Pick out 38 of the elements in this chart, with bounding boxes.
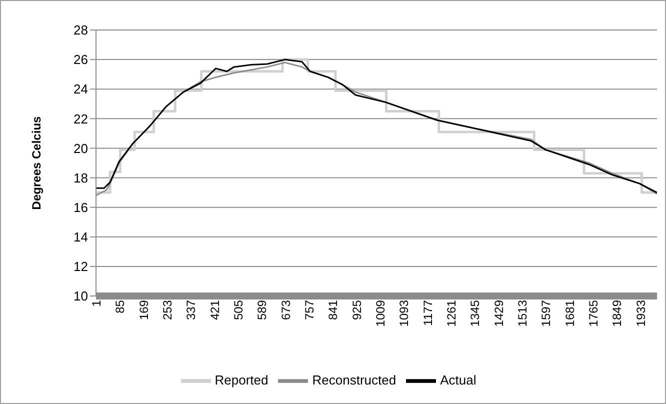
y-tick-label: 28 [74,22,88,38]
x-tick-label: 1 [90,300,104,307]
x-tick-label: 169 [136,300,151,320]
y-tick-label: 24 [74,82,88,97]
legend-label: Reported [214,372,268,388]
y-tick-label: 14 [74,230,88,245]
x-tick-label: 589 [255,300,270,320]
x-tick-label: 1597 [539,300,554,327]
y-tick-label: 16 [74,200,88,215]
x-tick-label: 421 [208,300,222,320]
x-tick-label: 505 [232,300,246,320]
y-tick-label: 22 [74,111,88,126]
x-tick-label: 1093 [397,300,412,327]
y-tick-label: 20 [74,140,88,156]
x-tick-label: 1849 [610,300,624,327]
x-tick-label: 1933 [634,300,648,327]
y-tick-label: 18 [74,170,88,186]
x-tick-label: 841 [326,300,340,320]
legend-label: Actual [440,372,476,388]
legend-label: Reconstructed [312,372,396,388]
y-tick-label: 10 [74,288,88,304]
x-tick-label: 253 [160,300,175,320]
y-tick-label: 26 [74,52,88,68]
x-tick-label: 1681 [562,300,577,327]
x-tick-label: 85 [113,300,128,314]
y-tick-label: 12 [74,259,88,274]
y-axis-title: Degrees Celcius [29,116,44,210]
x-tick-label: 673 [278,300,293,320]
x-tick-label: 1009 [374,300,388,327]
x-tick-label: 1429 [492,300,506,327]
x-tick-label: 1177 [420,300,435,326]
x-tick-label: 1261 [444,300,459,327]
x-tick-label: 1765 [586,300,601,327]
x-tick-label: 925 [350,300,364,320]
x-tick-label: 337 [184,300,198,320]
x-tick-label: 757 [302,300,317,320]
x-tick-label: 1513 [516,300,530,327]
x-tick-label: 1345 [468,300,482,327]
